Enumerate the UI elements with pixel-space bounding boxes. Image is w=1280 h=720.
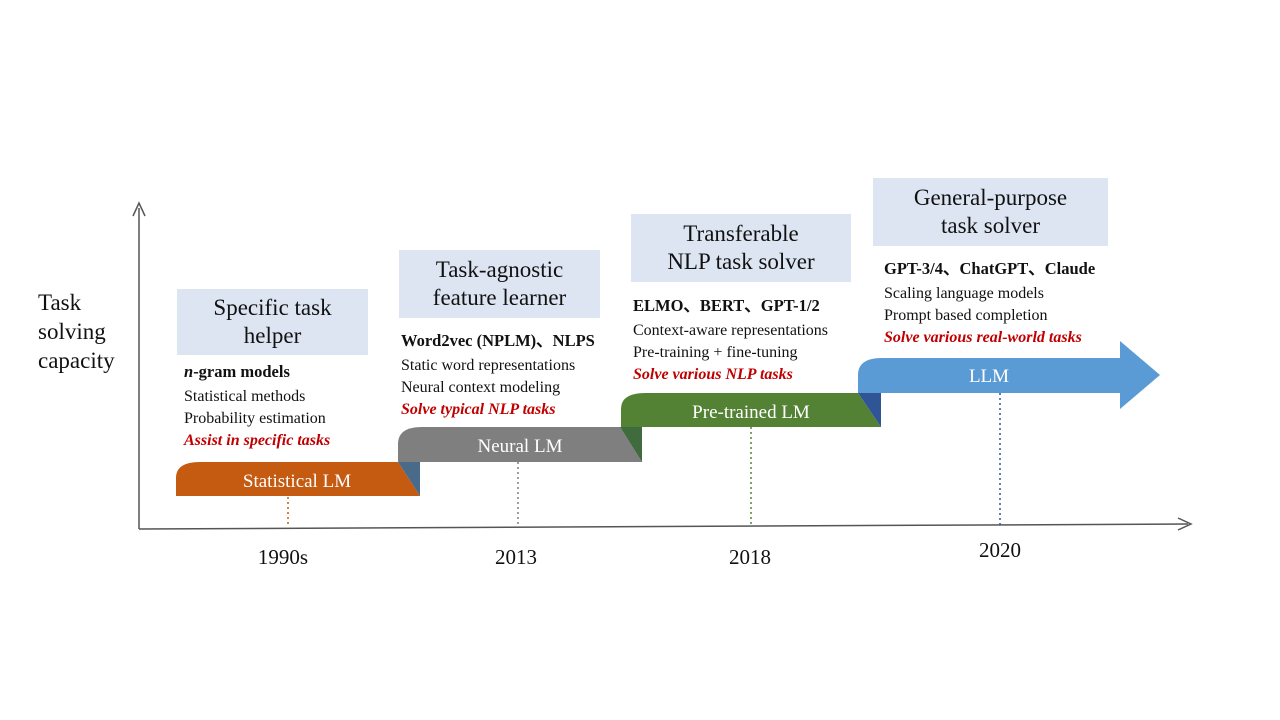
stage-title-line: Task-agnostic [435, 257, 564, 282]
y-axis-arrowhead [132, 201, 146, 217]
stage-title-line: feature learner [432, 285, 567, 310]
stage-title-line: helper [243, 323, 302, 348]
stage-feature: Static word representations [401, 357, 576, 374]
stage-goal: Solve various NLP tasks [633, 366, 793, 383]
stage-feature: Context-aware representations [633, 322, 829, 339]
stage-bar-pre-trained-lm [621, 393, 881, 427]
stage-bar-llm [858, 341, 1160, 409]
y-axis-label-line: capacity [38, 348, 115, 373]
stage-label-pre-trained-lm: Pre-trained LM [692, 402, 810, 423]
stage-title-line: General-purpose [913, 185, 1068, 210]
stage-info-llm: GPT-3/4、ChatGPT、Claude Scaling language … [884, 258, 1095, 349]
stage-models: GPT-3/4、ChatGPT、Claude [884, 259, 1096, 278]
stage-feature: Scaling language models [884, 285, 1044, 302]
stage-models-rest: -gram models [193, 362, 290, 381]
stage-goal: Solve various real-world tasks [884, 329, 1082, 346]
x-axis [138, 523, 1189, 530]
stage-models-prefix: n [184, 362, 194, 381]
stage-title-line: NLP task solver [667, 249, 815, 274]
y-axis-label-line: solving [38, 319, 106, 344]
stage-feature: Neural context modeling [401, 379, 561, 396]
stage-title-box-pretrained: Transferable NLP task solver [631, 214, 851, 282]
stage-feature: Probability estimation [184, 410, 326, 427]
year-label: 2018 [729, 545, 771, 569]
stage-title-box-llm: General-purpose task solver [873, 178, 1108, 246]
stage-label-neural-lm: Neural LM [478, 436, 563, 457]
stage-title-line: task solver [940, 213, 1040, 238]
stage-label-statistical-lm: Statistical LM [243, 471, 351, 492]
stage-feature: Prompt based completion [884, 307, 1048, 324]
year-label: 2013 [495, 545, 537, 569]
x-axis-arrowhead [1177, 517, 1193, 531]
stage-info-neural: Word2vec (NPLM)、NLPS Static word represe… [401, 330, 595, 421]
stage-title-box-neural: Task-agnostic feature learner [399, 250, 600, 318]
stage-bar-statistical-lm [176, 462, 420, 496]
stage-label-llm: LLM [969, 366, 1009, 387]
stage-models: ELMO、BERT、GPT-1/2 [633, 296, 820, 315]
stage-info-pretrained: ELMO、BERT、GPT-1/2 Context-aware represen… [633, 295, 828, 386]
stage-models: Word2vec (NPLM)、NLPS [401, 331, 595, 350]
stage-goal: Assist in specific tasks [184, 432, 331, 449]
year-label: 1990s [257, 545, 309, 569]
stage-feature: Statistical methods [184, 388, 306, 405]
stage-title-line: Specific task [213, 295, 332, 320]
stage-title-box-statistical: Specific task helper [177, 289, 368, 355]
year-label: 2020 [979, 538, 1021, 562]
stage-title-line: Transferable [683, 221, 799, 246]
stage-goal: Solve typical NLP tasks [401, 401, 556, 418]
y-axis-label-line: Task [38, 290, 82, 315]
stage-info-statistical: n-gram models Statistical methods Probab… [184, 361, 330, 452]
stage-models: n-gram models [184, 361, 330, 383]
stage-feature: Pre-training + fine-tuning [633, 344, 798, 361]
y-axis-label: Task solving capacity [38, 288, 148, 375]
stage-bar-neural-lm [398, 427, 642, 462]
